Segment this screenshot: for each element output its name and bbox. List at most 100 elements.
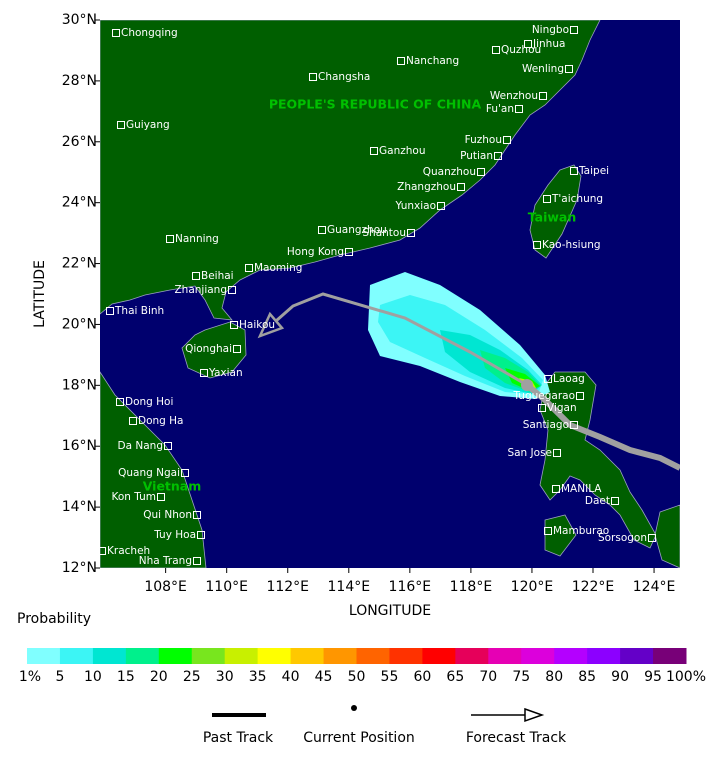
city-marker [539,92,547,100]
city-label: Dong Hoi [125,396,173,408]
past-track [525,382,680,471]
china [100,20,601,321]
x-tick-label: 124°E [633,579,676,595]
city-marker [553,449,561,457]
y-tick-label: 20°N [62,316,97,332]
city-marker [117,121,125,129]
track [257,292,680,471]
colorbar-label: 100% [666,669,706,685]
colorbar-label: 15 [117,669,135,685]
color-swatch [620,648,654,664]
city-label: Vigan [547,402,577,414]
city-label: Qionghai [185,343,232,355]
y-tick-label: 24°N [62,195,97,211]
y-tick-label: 12°N [62,560,97,576]
colorbar-label: 35 [249,669,267,685]
city-marker [544,375,552,383]
colorbar-label: 45 [315,669,333,685]
taiwan [529,164,582,259]
y-tick-label: 30°N [62,12,97,28]
city-marker [318,226,326,234]
city-label: Da Nang [118,440,163,452]
city-marker [648,534,656,542]
city-label: Quanzhou [423,166,476,178]
city-marker [533,241,541,249]
country-label: PEOPLE'S REPUBLIC OF CHINA [269,97,482,112]
legend-item: Current Position [303,730,415,746]
city-marker [245,264,253,272]
legend-item: Forecast Track [466,730,567,746]
city-label: Guiyang [126,119,170,131]
city-label: Guangzhou [327,224,387,236]
city-marker [407,229,415,237]
city-label: Kao-hsiung [542,239,601,251]
forecast-track [267,292,528,387]
color-swatch [191,648,226,664]
city-label: San Jose [507,447,552,459]
city-label: Daet [585,495,610,507]
city-marker [197,531,205,539]
city-marker [437,202,445,210]
city-marker [565,65,573,73]
color-swatch [653,648,687,664]
y-tick-label: 16°N [62,438,97,454]
city-marker [228,286,236,294]
current-position [521,379,533,391]
colorbar-label: 95 [644,669,662,685]
colorbar-label: 30 [216,669,234,685]
color-swatch [92,648,127,664]
city-marker [570,26,578,34]
city-marker [200,369,208,377]
city-label: Qui Nhon [143,509,192,521]
city-label: Yunxiao [394,200,436,212]
city-marker [233,345,241,353]
forecast-arrowhead [257,311,285,339]
city-label: Quang Ngai [118,467,180,479]
colorbar-label: 20 [150,669,168,685]
city-marker [503,136,511,144]
city-marker [570,167,578,175]
y-tick-label: 28°N [62,73,97,89]
x-tick-label: 108°E [144,579,187,595]
city-marker [570,421,578,429]
color-swatch [587,648,621,664]
samar [654,504,680,568]
colorbar-label: 10 [84,669,102,685]
city-label: Jinhua [532,38,565,50]
city-marker [477,168,485,176]
vietnam [100,371,207,568]
color-swatch [521,648,555,664]
city-label: Tuy Hoa [153,529,196,541]
y-tick-label: 22°N [62,256,97,272]
color-swatch [224,648,259,664]
city-marker [492,46,500,54]
city-marker [524,40,532,48]
x-tick-label: 120°E [511,579,554,595]
city-label: Kracheh [107,545,150,557]
city-label: Ganzhou [379,145,425,157]
x-tick-label: 118°E [450,579,493,595]
luzon [539,371,657,549]
colorbar-label: 25 [183,669,201,685]
city-marker [515,105,523,113]
y-tick-label: 18°N [62,377,97,393]
land [100,20,680,568]
city-marker [230,321,238,329]
city-label: Beihai [201,270,234,282]
city-marker [106,307,114,315]
city-marker [494,152,502,160]
color-swatch [455,648,489,664]
color-swatch [125,648,160,664]
city-label: Hong Kong [287,246,344,258]
x-tick-label: 114°E [328,579,371,595]
city-label: Shantou [362,227,406,239]
color-swatch [27,648,61,664]
color-swatch [422,648,456,664]
city-marker [309,73,317,81]
city-marker [116,398,124,406]
city-label: Laoag [553,373,585,385]
city-label: Nanchang [406,55,459,67]
x-tick-label: 122°E [572,579,615,595]
city-label: Yaxian [208,367,243,379]
